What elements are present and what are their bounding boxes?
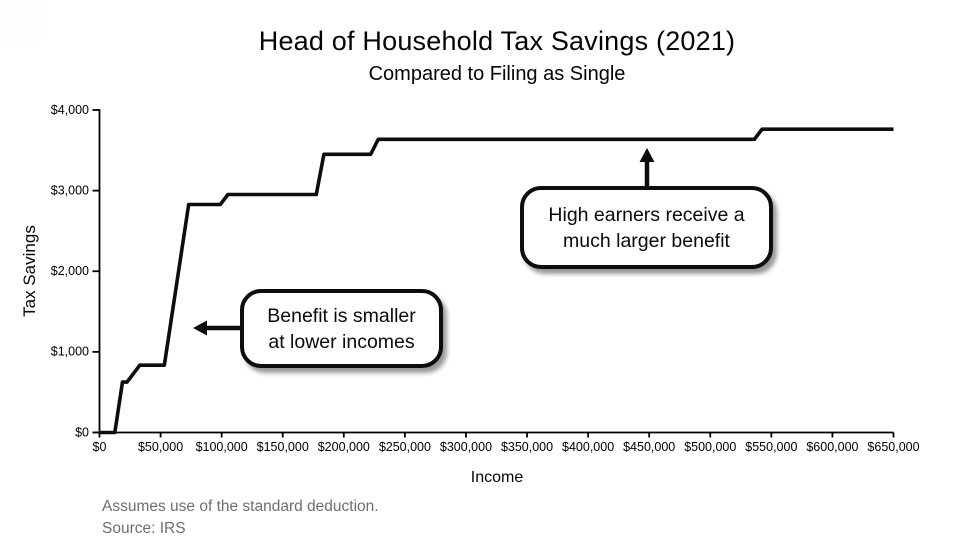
- footnote-assumption: Assumes use of the standard deduction.: [102, 498, 379, 515]
- x-tick-label: $450,000: [623, 440, 675, 454]
- x-tick-label: $400,000: [562, 440, 614, 454]
- annotation-arrow: [193, 320, 240, 336]
- x-tick-label: $300,000: [440, 440, 492, 454]
- y-tick-label: $2,000: [51, 264, 89, 278]
- x-tick-label: $100,000: [196, 440, 248, 454]
- annotation-text-line: much larger benefit: [563, 229, 730, 252]
- data-line: [99, 127, 894, 435]
- footnote: Assumes use of the standard deduction. S…: [102, 496, 379, 539]
- chart-title: Head of Household Tax Savings (2021): [258, 26, 736, 56]
- x-tick-label: $250,000: [379, 440, 431, 454]
- x-tick-label: $650,000: [867, 440, 919, 454]
- annotation-high-earners: High earners receive a much larger benef…: [520, 186, 773, 269]
- x-tick-label: $0: [93, 440, 107, 454]
- corner-watermark-square: [0, 0, 42, 42]
- chart-subtitle: Compared to Filing as Single: [368, 63, 626, 85]
- y-tick-label: $3,000: [51, 183, 89, 197]
- annotation-low-incomes: Benefit is smaller at lower incomes: [240, 289, 443, 368]
- y-axis-title: Tax Savings: [20, 225, 39, 317]
- y-tick-label: $4,000: [51, 103, 89, 117]
- x-tick-label: $200,000: [318, 440, 370, 454]
- annotation-text-line: at lower incomes: [268, 330, 415, 353]
- footnote-source: Source: IRS: [102, 519, 186, 537]
- y-tick-label: $0: [75, 425, 89, 439]
- annotation-text-line: Benefit is smaller: [267, 304, 416, 327]
- annotation-arrow: [639, 148, 655, 188]
- y-tick-label: $1,000: [51, 345, 89, 359]
- x-tick-label: $50,000: [138, 440, 183, 454]
- x-tick-label: $550,000: [745, 440, 797, 454]
- x-tick-label: $500,000: [684, 440, 736, 454]
- annotation-text-line: High earners receive a: [548, 203, 745, 226]
- axes: [92, 109, 895, 438]
- x-tick-label: $350,000: [501, 440, 553, 454]
- x-axis-title: Income: [470, 469, 524, 486]
- x-tick-label: $150,000: [257, 440, 309, 454]
- x-tick-label: $600,000: [806, 440, 858, 454]
